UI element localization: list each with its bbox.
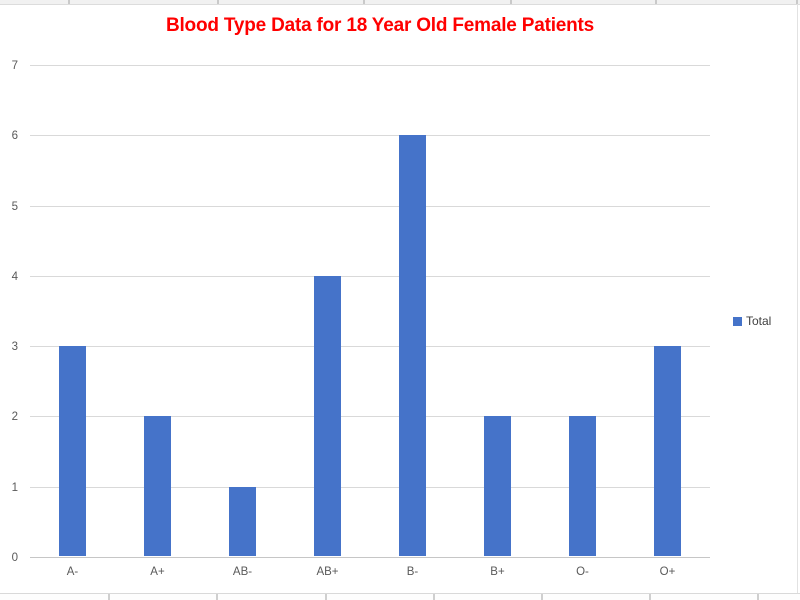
- gridline: [30, 416, 710, 417]
- cell-border-mark: [325, 594, 327, 600]
- x-axis-tick-label: A+: [150, 566, 165, 578]
- bar-B+: [484, 416, 511, 556]
- x-axis-tick-label: A-: [66, 566, 79, 578]
- gridline: [30, 487, 710, 488]
- bar-B-: [399, 135, 426, 556]
- bar-O+: [654, 346, 681, 556]
- gridline: [30, 206, 710, 207]
- bar-AB+: [314, 276, 341, 556]
- x-axis-tick-label: AB+: [316, 566, 339, 578]
- y-axis-tick-label: 4: [11, 271, 18, 283]
- bar-O-: [569, 416, 596, 556]
- spreadsheet-top-edge: [0, 0, 800, 5]
- bar-AB-: [229, 487, 256, 556]
- y-axis-tick-label: 5: [11, 201, 18, 213]
- cell-border-mark: [68, 0, 70, 4]
- cell-border-mark: [510, 0, 512, 4]
- chart-right-border: [797, 4, 798, 593]
- cell-border-mark: [433, 594, 435, 600]
- gridline: [30, 65, 710, 66]
- cell-border-mark: [796, 0, 798, 4]
- gridline: [30, 346, 710, 347]
- x-axis-tick-label: B-: [406, 566, 419, 578]
- cell-border-mark: [216, 594, 218, 600]
- bar-A+: [144, 416, 171, 556]
- y-axis-tick-label: 6: [11, 130, 18, 142]
- cell-border-mark: [649, 594, 651, 600]
- legend-color-swatch: [733, 316, 742, 326]
- y-axis-tick-label: 1: [11, 482, 18, 494]
- gridline: [30, 135, 710, 136]
- spreadsheet-bottom-edge: [0, 593, 800, 600]
- legend: Total: [733, 314, 771, 328]
- cell-border-mark: [655, 0, 657, 4]
- x-axis-line: [30, 557, 710, 558]
- x-axis-tick-label: B+: [490, 566, 505, 578]
- y-axis-tick-label: 0: [11, 552, 18, 564]
- cell-border-mark: [757, 594, 759, 600]
- cell-border-mark: [217, 0, 219, 4]
- x-axis-tick-label: AB-: [232, 566, 253, 578]
- legend-label: Total: [746, 314, 772, 328]
- x-axis-tick-label: O+: [659, 566, 676, 578]
- cell-border-mark: [363, 0, 365, 4]
- chart-title: Blood Type Data for 18 Year Old Female P…: [165, 15, 595, 36]
- cell-border-mark: [541, 594, 543, 600]
- x-axis-tick-label: O-: [576, 566, 589, 578]
- y-axis-tick-label: 7: [11, 60, 18, 72]
- gridline: [30, 276, 710, 277]
- cell-border-mark: [108, 594, 110, 600]
- y-axis-tick-label: 3: [11, 341, 18, 353]
- y-axis-tick-label: 2: [11, 411, 18, 423]
- bar-A-: [59, 346, 86, 556]
